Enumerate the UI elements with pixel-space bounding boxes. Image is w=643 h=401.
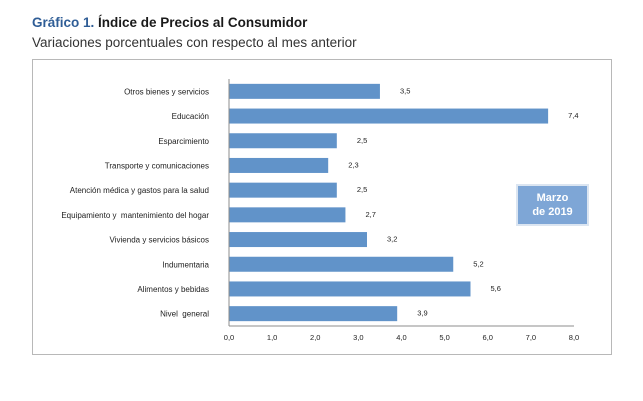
data-label: 2,5: [357, 136, 367, 145]
category-label: Otros bienes y servicios: [124, 87, 209, 96]
chart-title-rest: Índice de Precios al Consumidor: [94, 15, 308, 30]
data-label: 3,2: [387, 235, 397, 244]
x-tick-label: 2,0: [310, 333, 320, 342]
bar: [229, 306, 398, 322]
data-label: 3,9: [417, 309, 427, 318]
data-label: 2,7: [365, 210, 375, 219]
chart-title: Gráfico 1. Índice de Precios al Consumid…: [32, 15, 307, 30]
bar: [229, 182, 337, 198]
x-tick-label: 6,0: [483, 333, 493, 342]
category-label: Alimentos y bebidas: [137, 285, 209, 294]
chart-title-lead: Gráfico 1.: [32, 15, 95, 30]
bar: [229, 207, 346, 223]
data-label: 3,5: [400, 86, 410, 95]
category-label: Educación: [172, 112, 209, 121]
x-tick-label: 5,0: [439, 333, 449, 342]
x-tick-label: 4,0: [396, 333, 406, 342]
chart-subtitle: Variaciones porcentuales con respecto al…: [32, 35, 357, 50]
x-tick-label: 0,0: [224, 333, 234, 342]
data-label: 5,2: [473, 259, 483, 268]
category-label: Transporte y comunicaciones: [105, 161, 209, 170]
bar: [229, 108, 549, 124]
category-label: Indumentaria: [162, 260, 209, 269]
date-badge: Marzo de 2019: [516, 184, 589, 226]
category-label: Nivel general: [160, 310, 209, 319]
x-tick-label: 1,0: [267, 333, 277, 342]
category-label: Vivienda y servicios básicos: [110, 236, 209, 245]
chart-frame: [32, 59, 612, 355]
data-label: 5,6: [491, 284, 501, 293]
category-label: Esparcimiento: [158, 137, 209, 146]
bar: [229, 83, 380, 99]
x-tick-label: 3,0: [353, 333, 363, 342]
bar: [229, 256, 454, 272]
x-tick-label: 7,0: [526, 333, 536, 342]
bar: [229, 281, 471, 297]
category-label: Atención médica y gastos para la salud: [70, 186, 209, 195]
category-label: Equipamiento y mantenimiento del hogar: [61, 211, 209, 220]
data-label: 7,4: [568, 111, 578, 120]
x-tick-label: 8,0: [569, 333, 579, 342]
data-label: 2,5: [357, 185, 367, 194]
date-badge-year: de 2019: [532, 206, 573, 218]
data-label: 2,3: [348, 160, 358, 169]
bar: [229, 232, 367, 248]
bar: [229, 133, 337, 149]
bar: [229, 157, 329, 173]
date-badge-month: Marzo: [536, 192, 569, 204]
